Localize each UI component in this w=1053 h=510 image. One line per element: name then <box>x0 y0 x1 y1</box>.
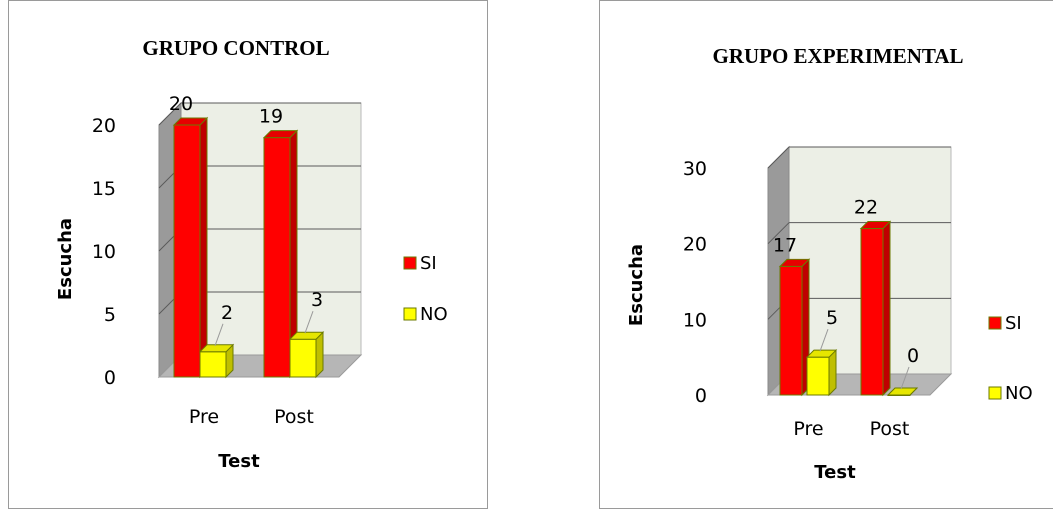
x-tick-label: Post <box>870 418 910 440</box>
bar-top <box>172 117 209 126</box>
chart-control-svg: 0 5 10 15 20 GRUPO CONTROL Escucha Test 20 2 Pre 19… <box>55 36 448 472</box>
y-axis-title: Escucha <box>55 218 76 300</box>
y-tick-label: 30 <box>683 158 707 180</box>
x-tick-label: Pre <box>189 406 219 428</box>
gridline-side <box>158 102 182 126</box>
data-label: 22 <box>854 197 878 219</box>
legend-label-si: SI <box>420 253 437 274</box>
bar-top <box>262 130 299 139</box>
bar-top <box>198 344 235 353</box>
data-label: 20 <box>169 93 193 115</box>
chart-title: GRUPO EXPERIMENTAL <box>712 44 963 68</box>
data-label: 2 <box>221 302 233 324</box>
data-label-leader <box>214 323 224 346</box>
y-axis-title: Escucha <box>626 244 647 326</box>
data-label-leader <box>304 311 314 334</box>
chart-panel-control: 0 5 10 15 20 GRUPO CONTROL Escucha Test 20 2 Pre 19… <box>8 0 488 509</box>
gridline-side <box>767 146 790 169</box>
y-tick-label: 10 <box>92 241 116 263</box>
data-label-leader <box>819 328 829 352</box>
x-axis-title: Test <box>218 451 260 472</box>
y-tick-label: 5 <box>104 304 116 326</box>
y-tick-label: 0 <box>695 385 707 407</box>
legend-label-no: NO <box>420 304 448 325</box>
legend-swatch-no <box>403 307 417 321</box>
bar-front <box>779 265 803 396</box>
bar-top <box>778 258 811 267</box>
bar-si-pre <box>778 258 811 397</box>
y-tick-label: 20 <box>92 115 116 137</box>
legend-label-si: SI <box>1005 313 1022 334</box>
bar-si-post <box>859 220 892 397</box>
data-label: 19 <box>259 106 283 128</box>
bar-top <box>859 221 892 230</box>
chart-experimental-svg: 0 10 20 30 GRUPO EXPERIMENTAL Escucha Test 17 5 P… <box>626 44 1033 483</box>
bar-side <box>882 220 891 397</box>
bar-side <box>315 330 324 379</box>
data-label-leader <box>900 366 910 390</box>
bar-front <box>806 356 830 396</box>
bar-no-pre <box>805 348 838 397</box>
chart-panel-experimental: 0 10 20 30 GRUPO EXPERIMENTAL Escucha Test 17 5 P… <box>599 0 1053 509</box>
legend-swatch-no <box>988 386 1002 400</box>
x-axis-title: Test <box>814 462 856 483</box>
bar-no-pre <box>198 343 235 379</box>
y-tick-label: 10 <box>683 309 707 331</box>
bar-front <box>860 228 884 396</box>
bar-side <box>828 348 837 397</box>
bar-front <box>199 351 227 378</box>
y-tick-label: 0 <box>104 367 116 389</box>
bar-side <box>199 116 208 379</box>
bar-front <box>263 137 291 378</box>
bar-front <box>173 124 201 378</box>
gridline-side <box>767 222 790 245</box>
x-tick-label: Pre <box>793 418 823 440</box>
bar-top <box>805 349 838 358</box>
bar-top <box>886 387 919 396</box>
bar-si-pre <box>172 116 209 379</box>
x-tick-label: Post <box>274 406 314 428</box>
bar-no-post <box>288 330 325 379</box>
y-tick-label: 20 <box>683 234 707 256</box>
bar-no-post <box>886 387 919 396</box>
legend-swatch-si <box>403 256 417 270</box>
legend-label-no: NO <box>1005 383 1033 404</box>
data-label: 3 <box>311 289 323 311</box>
bar-si-post <box>262 129 299 379</box>
data-label: 5 <box>826 307 838 329</box>
data-label: 0 <box>907 345 919 367</box>
legend-swatch-si <box>988 316 1002 330</box>
bar-top <box>288 331 325 340</box>
data-label: 17 <box>773 234 797 256</box>
chart-title: GRUPO CONTROL <box>142 36 329 60</box>
bar-front <box>289 338 317 378</box>
y-tick-label: 15 <box>92 178 116 200</box>
